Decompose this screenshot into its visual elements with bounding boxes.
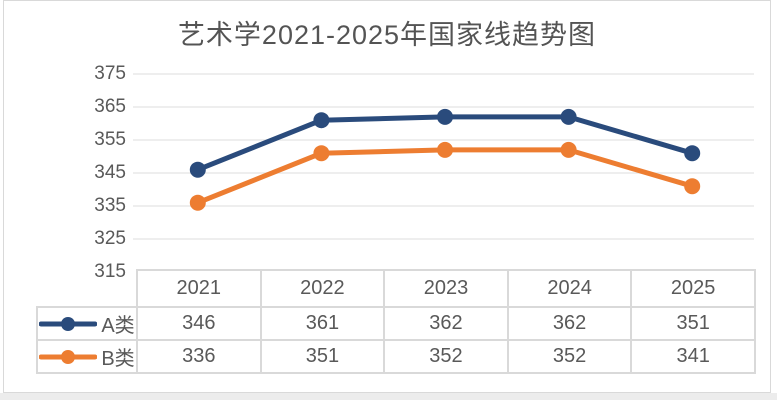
y-axis-tick-label: 345 <box>94 162 126 183</box>
y-axis-tick-label: 335 <box>94 195 126 216</box>
year-header-cell: 2022 <box>259 269 386 308</box>
chart-data-table: 2021 2022 2023 2024 2025 A类 346 <box>36 269 756 374</box>
series-a-label: A类 <box>101 315 135 337</box>
value-cell-a: 362 <box>506 306 633 341</box>
value-cell-b: 336 <box>136 339 262 374</box>
table-row-series-a: A类 346 361 362 362 351 <box>36 306 756 341</box>
value-cell-a: 346 <box>136 306 262 341</box>
y-axis-tick-label: 325 <box>94 228 126 249</box>
line-chart-plot <box>133 73 754 240</box>
value-cell-a: 362 <box>383 306 509 341</box>
year-header-cell: 2025 <box>630 269 756 308</box>
y-axis-tick-label: 365 <box>94 96 126 117</box>
series-b-line-marker-icon <box>39 349 98 364</box>
value-cell-b: 352 <box>383 339 509 374</box>
year-header-cell: 2023 <box>383 269 509 308</box>
series-b-label: B类 <box>101 348 135 370</box>
value-cell-a: 351 <box>630 306 756 341</box>
year-header-cell: 2024 <box>506 269 633 308</box>
legend-item-a: A类 <box>36 306 138 341</box>
series-a-line-marker-icon <box>39 316 98 331</box>
value-cell-b: 351 <box>259 339 386 374</box>
page-background-strip <box>0 393 777 400</box>
value-cell-b: 341 <box>630 339 756 374</box>
table-header-row: 2021 2022 2023 2024 2025 <box>37 269 756 308</box>
value-cell-b: 352 <box>506 339 633 374</box>
y-axis-tick-label: 315 <box>94 261 126 282</box>
y-axis-tick-label: 355 <box>94 129 126 150</box>
y-axis-tick-label: 375 <box>94 63 126 84</box>
legend-item-b: B类 <box>36 339 138 374</box>
year-header-cell: 2021 <box>136 269 262 308</box>
chart-title: 艺术学2021-2025年国家线趋势图 <box>177 20 597 50</box>
table-row-series-b: B类 336 351 352 352 341 <box>36 339 756 374</box>
legend-spacer-cell <box>37 270 137 307</box>
value-cell-a: 361 <box>259 306 386 341</box>
chart-panel: 艺术学2021-2025年国家线趋势图 375 365 355 345 335 … <box>3 0 771 393</box>
